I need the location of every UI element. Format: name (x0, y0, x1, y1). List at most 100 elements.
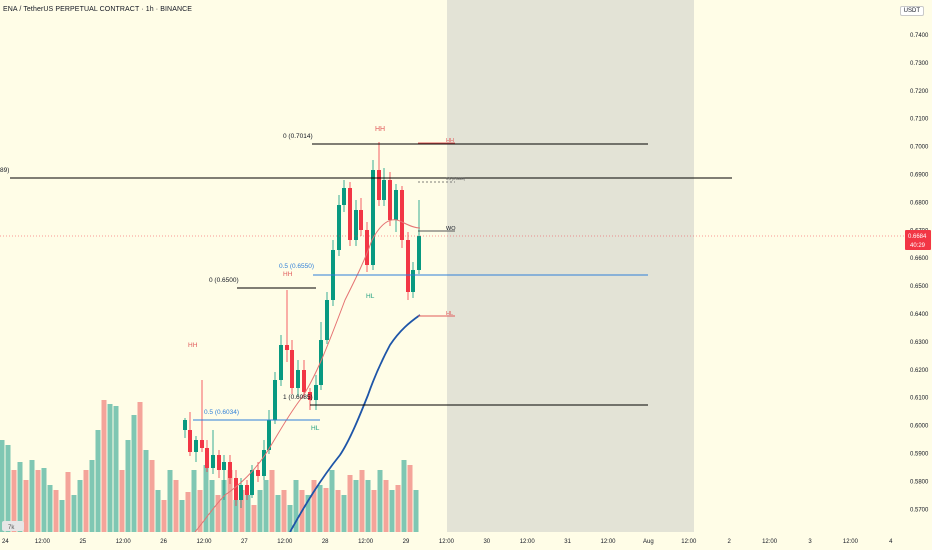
candle-body (388, 180, 392, 220)
candle-body (262, 450, 266, 476)
volume-bar (329, 470, 335, 532)
price-axis[interactable]: 0.7400 0.7300 0.7200 0.7100 0.7000 0.6900 0.68… (910, 33, 929, 513)
candlesticks (183, 142, 421, 508)
candle-body (194, 440, 198, 452)
candle-body (314, 385, 318, 400)
volume-bar (317, 485, 323, 532)
candle-body (296, 370, 300, 388)
volume-bar (209, 480, 215, 532)
volume-bar (269, 470, 275, 532)
time-tick: Aug (643, 539, 654, 545)
candle-body (337, 205, 341, 250)
time-tick: 24 (2, 539, 9, 545)
price-tick: 0.7100 (910, 117, 929, 123)
price-countdown: 40:29 (910, 243, 926, 249)
candle-body (200, 440, 204, 448)
volume-bar (257, 490, 263, 532)
time-tick: 12:00 (358, 539, 374, 545)
candle-body (205, 448, 209, 468)
time-tick: 12:00 (600, 539, 616, 545)
price-tick: 0.6500 (910, 284, 929, 290)
candle-body (359, 210, 363, 230)
volume-bar (245, 495, 251, 532)
volume-bar (17, 462, 23, 532)
candle-body (188, 430, 192, 452)
volume-bar (173, 480, 179, 532)
ma-slow-line (289, 314, 421, 533)
volume-bar (197, 490, 203, 532)
volume-bar (359, 470, 365, 532)
currency-unit[interactable]: USDT (899, 6, 924, 16)
candle-body (217, 455, 221, 470)
price-tick: 0.6900 (910, 173, 929, 179)
volume-bar (5, 445, 11, 532)
volume-bar (293, 480, 299, 532)
time-tick: 12:00 (35, 539, 51, 545)
time-tick: 12:00 (520, 539, 536, 545)
candle-body (325, 300, 329, 340)
fib-small-label: 0.5 (0.6889) (446, 177, 465, 181)
time-tick: 12:00 (196, 539, 212, 545)
candle-body (406, 240, 410, 292)
fib0-mid-label: 0 (0.6500) (209, 277, 239, 284)
volume-bar (107, 404, 113, 532)
volume-bar (179, 500, 185, 532)
candle-body (256, 470, 260, 476)
volume-bar (335, 490, 341, 532)
fib-low-label: 0.5 (0.6034) (204, 409, 239, 416)
left-level-label: 89) (0, 167, 9, 174)
symbol-title: ENA / TetherUS PERPETUAL CONTRACT · 1h ·… (3, 6, 193, 13)
volume-bar (23, 480, 29, 532)
price-tick: 0.5800 (910, 479, 929, 485)
volume-bar (119, 470, 125, 532)
price-tick: 0.6300 (910, 340, 929, 346)
volume-bar (353, 480, 359, 532)
volume-bar (35, 470, 41, 532)
price-axis-bg[interactable] (904, 0, 932, 550)
volume-bar (65, 472, 71, 532)
fib1-low-label: 1 (0.6085) (283, 394, 313, 401)
time-tick: 12:00 (843, 539, 859, 545)
candle-body (394, 190, 398, 220)
volume-bar (215, 495, 221, 532)
current-price-value: 0.6684 (908, 234, 927, 240)
volume-bar (137, 402, 143, 532)
price-tick: 0.6100 (910, 396, 929, 402)
volume-bar (365, 480, 371, 532)
volume-bar (341, 495, 347, 532)
volume-bar (221, 480, 227, 532)
volume-bar (395, 485, 401, 532)
candle-body (228, 462, 232, 478)
volume-bar (203, 465, 209, 532)
volume-bar (275, 495, 281, 532)
time-tick: 28 (322, 539, 329, 545)
time-tick: 31 (564, 539, 571, 545)
candle-body (183, 420, 187, 430)
price-tick: 0.6200 (910, 368, 929, 374)
time-tick: 4 (889, 539, 893, 545)
price-tick: 0.7300 (910, 61, 929, 67)
volume-bar (401, 460, 407, 532)
candle-body (354, 210, 358, 240)
volume-bar (53, 490, 59, 532)
volume-bar (383, 480, 389, 532)
candle-body (250, 470, 254, 495)
volume-bar (389, 490, 395, 532)
volume-bar (83, 470, 89, 532)
candle-body (400, 190, 404, 240)
volume-bar (191, 470, 197, 532)
ma-fast-line (194, 219, 421, 533)
volume-bar (59, 500, 65, 532)
time-axis[interactable]: 24 12:00 25 12:00 26 12:00 27 12:00 28 12:00 29 12:… (2, 539, 893, 545)
volume-bar (71, 495, 77, 532)
candle-body (222, 462, 226, 470)
time-tick: 27 (241, 539, 248, 545)
time-tick: 12:00 (762, 539, 778, 545)
price-tick: 0.5700 (910, 507, 929, 513)
time-axis-bg[interactable] (0, 532, 932, 550)
volume-bar (0, 440, 5, 532)
time-tick: 25 (79, 539, 86, 545)
volume-bar (305, 495, 311, 532)
